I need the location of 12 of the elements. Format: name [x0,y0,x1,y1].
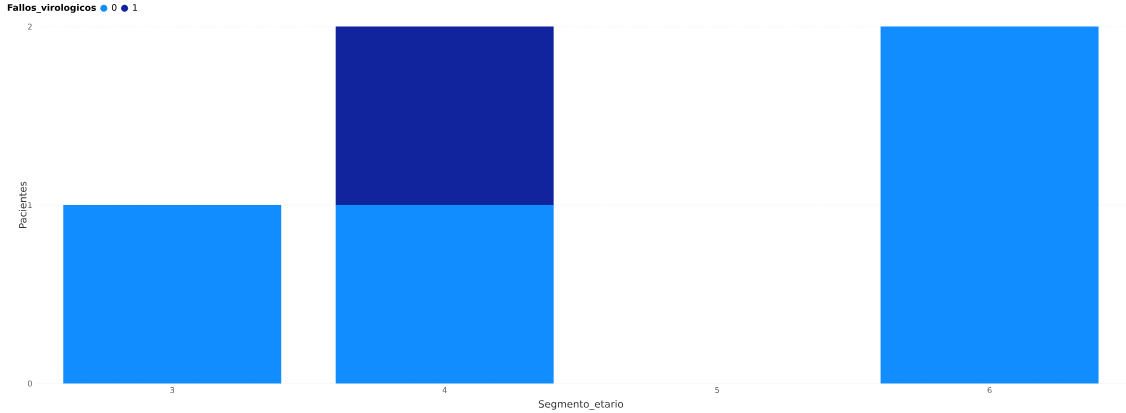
y-tick-label: 2 [27,23,32,30]
legend-label: 0 [111,3,117,11]
x-tick-label: 4 [442,386,447,393]
y-tick-label: 1 [28,201,32,208]
x-tick-label: 3 [170,386,175,393]
x-tick-label: 5 [715,386,719,393]
y-tick-label: 0 [27,380,32,387]
y-axis-title: Pacientes [18,181,27,228]
legend-title: Fallos_virologicos [7,3,96,13]
x-tick-label: 6 [987,386,992,393]
x-axis-title: Segmento_etario [538,399,624,410]
legend-label: 1 [133,3,137,11]
